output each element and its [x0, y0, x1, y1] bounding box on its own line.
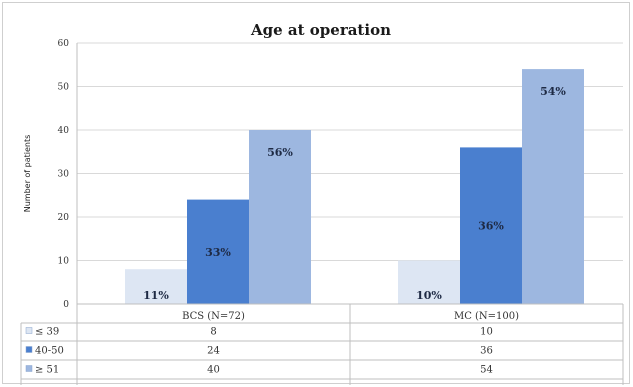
- legend-swatch-3: [25, 365, 33, 372]
- bar-2-2: [460, 147, 522, 304]
- y-tick-label-6: 60: [58, 39, 70, 49]
- legend-swatch-1: [25, 327, 33, 334]
- bar-3-2: [522, 69, 584, 304]
- y-tick-label-3: 30: [58, 170, 70, 180]
- bar-chart: Age at operation 0 10 20 30 40 50 60 Number of p…: [20, 21, 624, 385]
- y-tick-label-0: 0: [63, 300, 69, 310]
- data-label-2-1: 33%: [205, 246, 231, 259]
- legend-swatch-2: [25, 346, 33, 353]
- bar-1-2: [398, 260, 460, 304]
- y-axis-label: Number of patients: [23, 135, 32, 213]
- table-value-1-1: 8: [210, 327, 216, 338]
- y-tick-label-4: 40: [58, 126, 70, 136]
- table-value-2-2: 36: [480, 346, 493, 357]
- y-tick-label-2: 20: [58, 213, 70, 223]
- bar-1-1: [125, 269, 187, 304]
- legend-label-2: 40-50: [35, 346, 64, 357]
- table-value-3-1: 40: [207, 365, 220, 376]
- data-label-1-2: 10%: [416, 289, 442, 302]
- data-label-3-1: 56%: [267, 146, 293, 159]
- chart-title: Age at operation: [250, 21, 391, 39]
- data-label-3-2: 54%: [540, 85, 566, 98]
- y-tick-label-5: 50: [58, 83, 70, 93]
- legend-label-3: ≥ 51: [35, 365, 59, 376]
- category-label-2: MC (N=100): [454, 311, 519, 322]
- table-value-1-2: 10: [480, 327, 493, 338]
- table-value-2-1: 24: [207, 346, 220, 357]
- data-label-2-2: 36%: [478, 220, 504, 233]
- table-value-3-2: 54: [480, 365, 493, 376]
- category-label-1: BCS (N=72): [182, 311, 245, 322]
- y-tick-label-1: 10: [58, 257, 70, 267]
- bar-3-1: [249, 130, 311, 304]
- legend-label-1: ≤ 39: [35, 327, 59, 338]
- bar-2-1: [187, 199, 249, 304]
- data-label-1-1: 11%: [143, 289, 169, 302]
